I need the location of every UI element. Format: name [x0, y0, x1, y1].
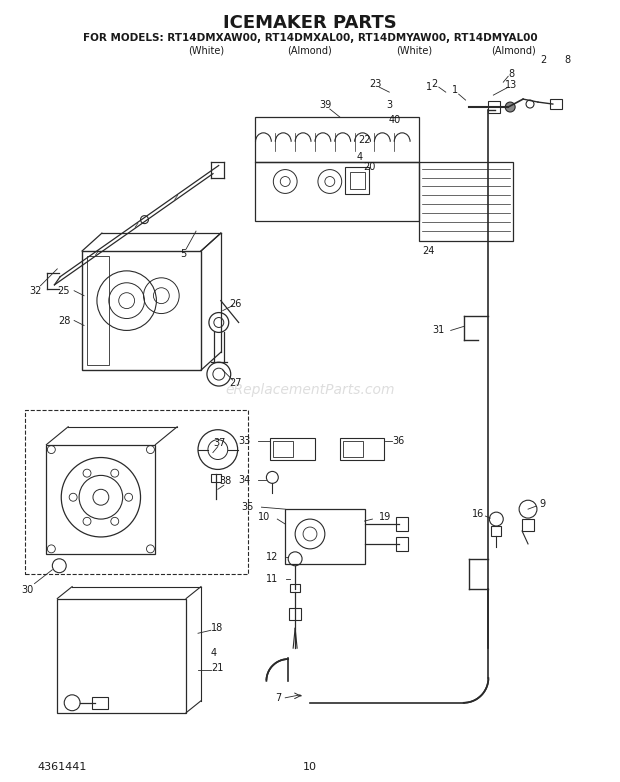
- Bar: [87, 256, 109, 365]
- Text: 4361441: 4361441: [37, 762, 87, 773]
- Bar: [345, 167, 370, 195]
- Bar: [492, 526, 502, 536]
- Bar: [419, 162, 513, 241]
- Bar: [82, 251, 201, 370]
- Text: 1: 1: [451, 85, 458, 95]
- Bar: [92, 697, 108, 708]
- Text: 16: 16: [472, 509, 485, 519]
- Bar: [350, 171, 365, 189]
- Text: 1: 1: [426, 82, 432, 92]
- Bar: [46, 445, 156, 554]
- Text: 24: 24: [423, 246, 435, 256]
- Text: 37: 37: [214, 438, 226, 447]
- Text: 23: 23: [370, 79, 381, 89]
- Bar: [25, 410, 247, 574]
- Text: 12: 12: [266, 552, 278, 561]
- Text: (White): (White): [188, 45, 224, 56]
- Text: (Almond): (Almond): [491, 45, 536, 56]
- Text: 4: 4: [211, 648, 217, 658]
- Text: 25: 25: [58, 285, 70, 296]
- Text: 9: 9: [540, 499, 546, 509]
- Bar: [211, 475, 221, 482]
- Bar: [340, 438, 384, 460]
- Text: 40: 40: [388, 115, 401, 125]
- Text: 8: 8: [508, 70, 514, 79]
- Text: 13: 13: [505, 81, 517, 90]
- Text: 2: 2: [432, 79, 438, 89]
- Text: 20: 20: [363, 162, 376, 171]
- Text: 4: 4: [356, 152, 363, 162]
- Text: 35: 35: [241, 502, 254, 512]
- Text: 10: 10: [303, 762, 317, 773]
- Text: 32: 32: [29, 285, 42, 296]
- Text: (White): (White): [396, 45, 432, 56]
- Text: ICEMAKER PARTS: ICEMAKER PARTS: [223, 13, 397, 31]
- Text: 38: 38: [219, 476, 232, 486]
- Text: 10: 10: [258, 512, 270, 522]
- Bar: [255, 162, 419, 221]
- Text: 39: 39: [320, 100, 332, 110]
- Bar: [522, 519, 534, 531]
- Text: 27: 27: [229, 378, 242, 388]
- Text: 18: 18: [211, 623, 223, 633]
- Bar: [289, 608, 301, 620]
- Text: 8: 8: [565, 56, 571, 66]
- Text: 33: 33: [238, 436, 250, 446]
- Text: 26: 26: [229, 299, 242, 309]
- Text: 3: 3: [386, 100, 392, 110]
- Text: 21: 21: [211, 663, 223, 673]
- Circle shape: [505, 102, 515, 112]
- Text: 7: 7: [275, 693, 281, 703]
- Bar: [396, 537, 408, 551]
- Bar: [550, 99, 562, 109]
- Text: 34: 34: [238, 475, 250, 486]
- Text: 28: 28: [58, 315, 70, 325]
- Bar: [396, 517, 408, 531]
- Text: 2: 2: [540, 56, 546, 66]
- Bar: [489, 101, 500, 113]
- Text: (Almond): (Almond): [288, 45, 332, 56]
- Bar: [270, 438, 315, 460]
- Text: 31: 31: [433, 325, 445, 335]
- Text: 5: 5: [180, 249, 186, 259]
- Text: 11: 11: [266, 574, 278, 583]
- Bar: [290, 583, 300, 591]
- Text: FOR MODELS: RT14DMXAW00, RT14DMXAL00, RT14DMYAW00, RT14DMYAL00: FOR MODELS: RT14DMXAW00, RT14DMXAL00, RT…: [82, 33, 538, 42]
- Text: 30: 30: [22, 585, 33, 594]
- Bar: [273, 440, 293, 457]
- Bar: [343, 440, 363, 457]
- Text: 22: 22: [358, 135, 371, 145]
- Text: 36: 36: [392, 436, 404, 446]
- Text: 19: 19: [379, 512, 392, 522]
- Bar: [255, 117, 419, 162]
- Text: eReplacementParts.com: eReplacementParts.com: [225, 383, 395, 397]
- Bar: [57, 598, 186, 712]
- Bar: [285, 509, 365, 564]
